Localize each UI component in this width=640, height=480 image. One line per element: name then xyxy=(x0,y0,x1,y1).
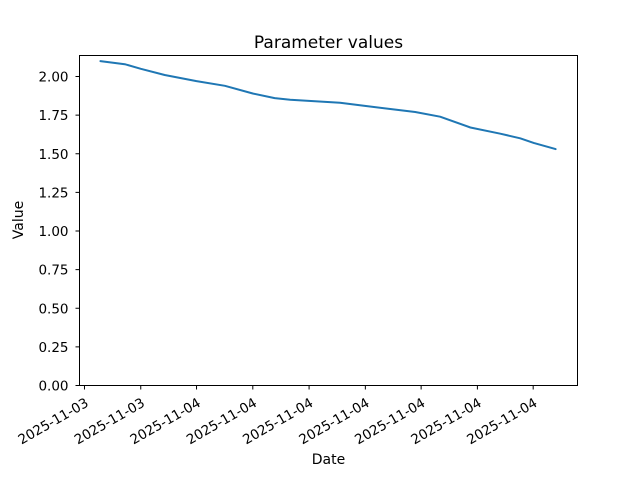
y-tick-label: 1.25 xyxy=(38,185,68,201)
y-axis-label: Value xyxy=(11,201,27,239)
y-tick-label: 0.75 xyxy=(38,263,68,279)
axes-frame xyxy=(79,55,578,386)
plot-area: 0.000.250.500.751.001.251.501.752.002025… xyxy=(16,55,578,448)
y-tick-label: 1.50 xyxy=(38,147,68,163)
y-tick-label: 1.75 xyxy=(38,108,68,124)
y-tick-label: 1.00 xyxy=(38,224,68,240)
y-tick-label: 0.50 xyxy=(38,301,68,317)
y-tick-label: 2.00 xyxy=(38,70,68,86)
y-tick-label: 0.00 xyxy=(38,379,68,395)
y-tick-label: 0.25 xyxy=(38,340,68,356)
chart-title: Parameter values xyxy=(254,33,403,53)
x-axis-label: Date xyxy=(312,452,345,468)
data-line-parameter xyxy=(99,60,557,151)
